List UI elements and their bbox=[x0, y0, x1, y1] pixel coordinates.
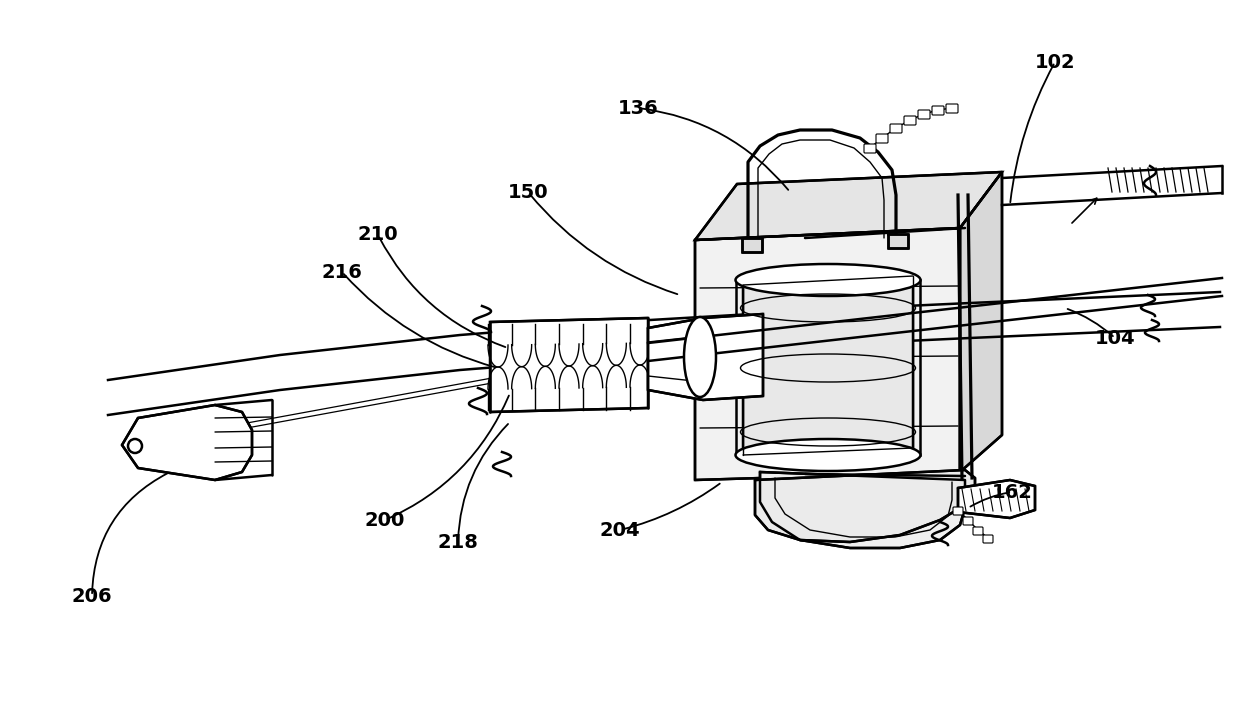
Polygon shape bbox=[960, 172, 1002, 472]
Text: 136: 136 bbox=[618, 99, 658, 117]
Ellipse shape bbox=[684, 317, 715, 397]
FancyBboxPatch shape bbox=[864, 144, 875, 153]
Ellipse shape bbox=[735, 439, 920, 471]
FancyBboxPatch shape bbox=[954, 507, 963, 515]
Polygon shape bbox=[755, 470, 975, 542]
FancyBboxPatch shape bbox=[904, 116, 916, 125]
Text: 216: 216 bbox=[321, 263, 362, 282]
FancyBboxPatch shape bbox=[963, 517, 973, 525]
Text: 206: 206 bbox=[72, 587, 113, 606]
Polygon shape bbox=[694, 172, 1002, 240]
Text: 200: 200 bbox=[365, 510, 405, 530]
Polygon shape bbox=[742, 238, 763, 252]
Text: 150: 150 bbox=[507, 182, 548, 201]
Text: 102: 102 bbox=[1034, 52, 1075, 71]
Polygon shape bbox=[108, 292, 1220, 415]
Text: 204: 204 bbox=[600, 520, 640, 539]
Circle shape bbox=[128, 439, 143, 453]
FancyBboxPatch shape bbox=[875, 134, 888, 143]
Text: 210: 210 bbox=[357, 225, 398, 244]
FancyBboxPatch shape bbox=[932, 106, 944, 115]
Ellipse shape bbox=[735, 264, 920, 296]
FancyBboxPatch shape bbox=[983, 535, 993, 543]
Text: 218: 218 bbox=[438, 534, 479, 553]
Polygon shape bbox=[760, 472, 965, 548]
Polygon shape bbox=[743, 276, 913, 455]
Text: 104: 104 bbox=[1095, 328, 1136, 347]
Polygon shape bbox=[490, 318, 649, 412]
Text: 162: 162 bbox=[992, 482, 1033, 501]
Polygon shape bbox=[122, 405, 252, 480]
FancyBboxPatch shape bbox=[918, 110, 930, 119]
Polygon shape bbox=[959, 480, 1035, 518]
FancyBboxPatch shape bbox=[973, 527, 983, 535]
Polygon shape bbox=[694, 228, 960, 480]
Polygon shape bbox=[649, 314, 763, 400]
FancyBboxPatch shape bbox=[946, 104, 959, 113]
FancyBboxPatch shape bbox=[890, 124, 901, 133]
Polygon shape bbox=[888, 234, 908, 248]
